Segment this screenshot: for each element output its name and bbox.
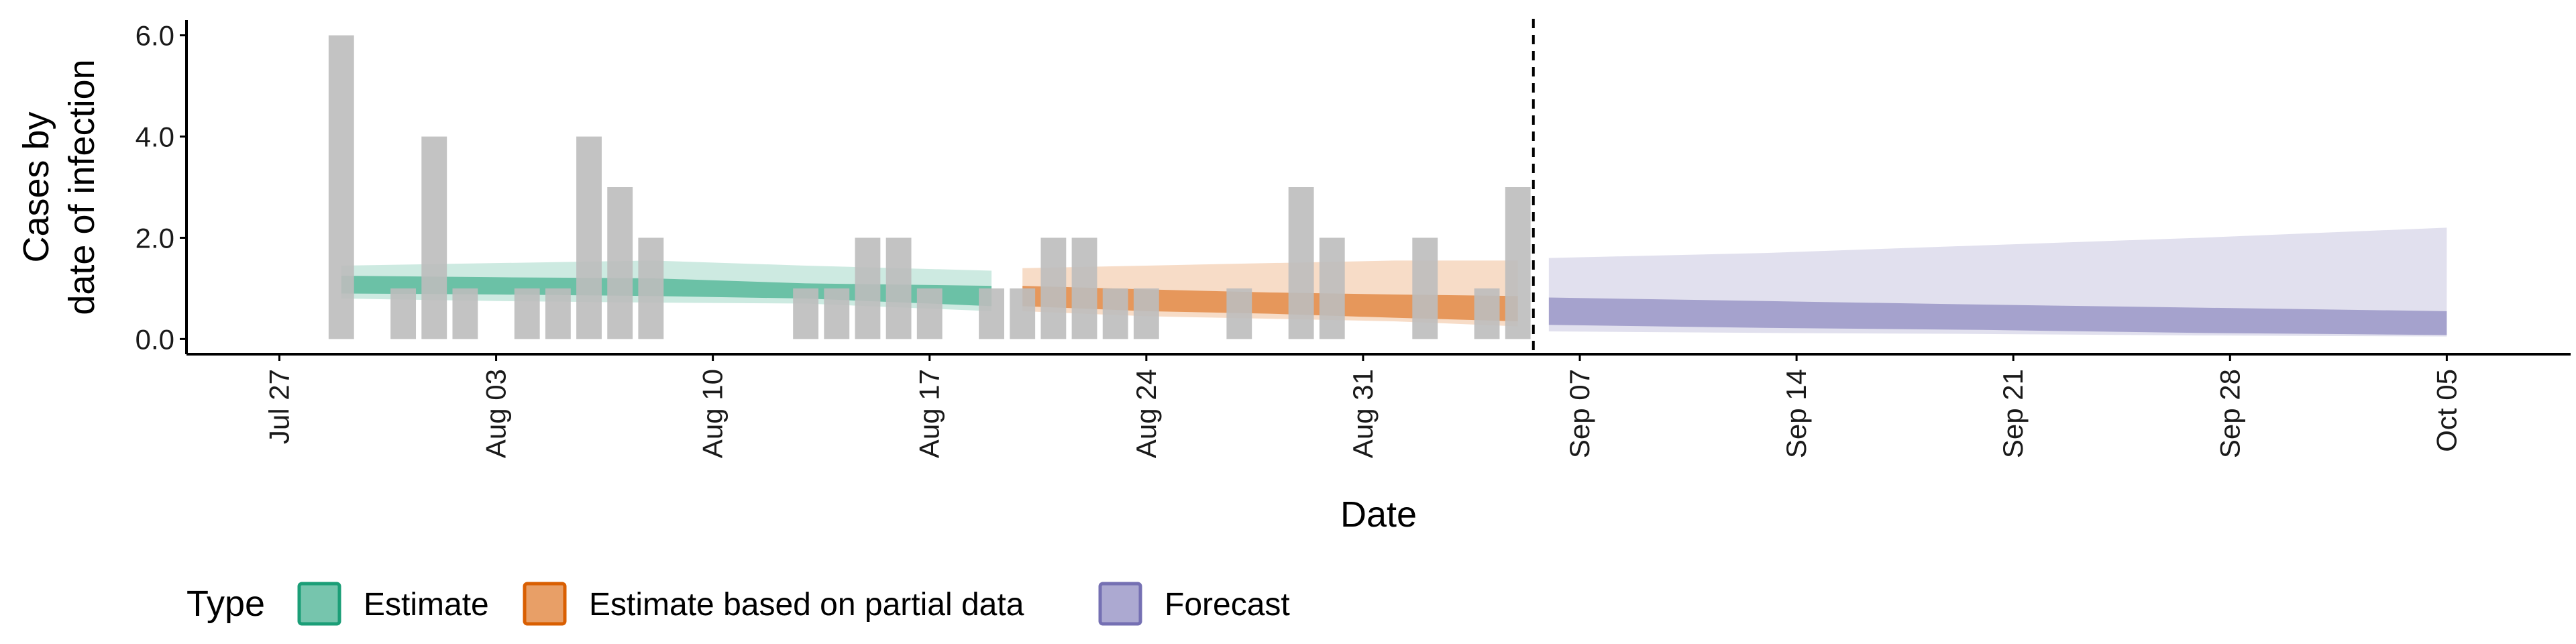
y-tick-label: 2.0 (136, 222, 174, 254)
legend-label-1: Estimate based on partial data (589, 587, 1024, 623)
case-bar (824, 288, 850, 339)
case-bar (793, 288, 819, 339)
case-bar (1319, 237, 1345, 339)
x-tick-label: Aug 24 (1130, 369, 1162, 458)
case-bar (421, 136, 447, 339)
case-bar (328, 35, 354, 339)
y-axis-title-line2: date of infection (62, 59, 102, 315)
uncertainty-bands (341, 227, 2447, 337)
case-bar (1505, 187, 1531, 339)
case-bar (1071, 237, 1097, 339)
legend-label-2: Forecast (1165, 587, 1290, 623)
legend: Type Estimate Estimate based on partial da… (186, 582, 1290, 626)
case-bar (885, 237, 912, 339)
case-bar (1010, 288, 1036, 339)
legend-title: Type (186, 584, 265, 624)
case-bar (638, 237, 664, 339)
y-axis-title-line1: Cases by (16, 111, 56, 262)
case-bar (607, 187, 633, 339)
case-bar (1133, 288, 1159, 339)
band-inner-2 (1548, 297, 2447, 335)
legend-key-2 (1098, 582, 1142, 626)
x-tick-label: Jul 27 (263, 369, 294, 444)
x-tick-label: Oct 05 (2430, 369, 2462, 452)
legend-key-0 (297, 582, 341, 626)
case-bar (1102, 288, 1128, 339)
x-tick-label: Sep 21 (1997, 369, 2029, 458)
legend-key-1 (523, 582, 567, 626)
x-tick-label: Aug 31 (1347, 369, 1379, 458)
x-tick-label: Aug 17 (914, 369, 945, 458)
case-bar (1226, 288, 1252, 339)
y-tick-label: 4.0 (136, 121, 174, 153)
x-tick-label: Sep 07 (1564, 369, 1595, 458)
x-tick-label: Aug 10 (697, 369, 729, 458)
legend-label-0: Estimate (364, 587, 489, 623)
x-tick-label: Aug 03 (480, 369, 512, 458)
x-tick-label: Sep 14 (1780, 369, 1812, 458)
case-bar (545, 288, 571, 339)
x-axis-title: Date (1340, 494, 1417, 535)
case-bar (452, 288, 478, 339)
case-bar (1288, 187, 1314, 339)
x-tick-label: Sep 28 (2214, 369, 2245, 458)
y-tick-label: 0.0 (136, 323, 174, 355)
case-bar (855, 237, 881, 339)
case-bar (916, 288, 943, 339)
axes: 0.0 2.0 4.0 6.0 Jul 27 Aug 03 Aug 10 Aug 17 Aug … (136, 20, 2571, 458)
y-tick-label: 6.0 (136, 20, 174, 52)
case-bar (1474, 288, 1500, 339)
observed-case-bars (328, 35, 1531, 339)
case-bar (576, 136, 602, 339)
case-bar (1412, 237, 1438, 339)
case-bar (1040, 237, 1067, 339)
case-bar (514, 288, 540, 339)
case-bar (390, 288, 417, 339)
case-bar (979, 288, 1004, 339)
